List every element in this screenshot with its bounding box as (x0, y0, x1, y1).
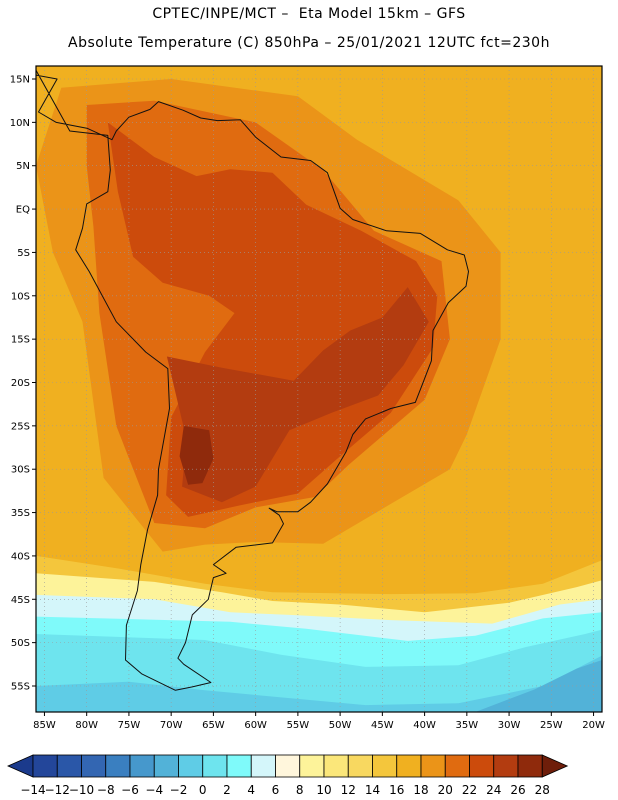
lon-label: 30W (498, 720, 521, 731)
temperature-band (179, 425, 214, 485)
map-title-line-1: CPTEC/INPE/MCT – Eta Model 15km – GFS (152, 6, 466, 22)
colorbar-swatch (469, 754, 495, 778)
coastline (36, 69, 469, 691)
colorbar-swatch (517, 754, 543, 778)
colorbar-max-arrow (541, 754, 569, 778)
lon-label: 20W (582, 720, 605, 731)
lat-label: 35S (11, 508, 30, 519)
colorbar-label: 4 (247, 783, 255, 797)
colorbar-swatch (396, 754, 422, 778)
colorbar-swatch (299, 754, 325, 778)
colorbar-label: −4 (145, 783, 163, 797)
map-frame (35, 65, 603, 713)
colorbar-label: 16 (389, 783, 404, 797)
latitude-axis: 15N 10N 5N EQ 5S 10S 15S 20S 25S 30S 35S 40S 45S 50S 5… (10, 75, 36, 692)
colorbar-label: −14 (20, 783, 45, 797)
colorbar-label: 2 (223, 783, 231, 797)
lon-label: 85W (33, 720, 56, 731)
colorbar-swatch (250, 754, 276, 778)
lon-label: 25W (540, 720, 563, 731)
lat-label: 30S (11, 465, 30, 476)
temperature-band (36, 655, 602, 712)
colorbar-label: −8 (97, 783, 115, 797)
colorbar-label: −12 (45, 783, 70, 797)
colorbar-swatch (347, 754, 373, 778)
lat-label: 15S (11, 335, 30, 346)
colorbar-label: 24 (486, 783, 501, 797)
lat-label: EQ (16, 205, 30, 216)
colorbar-swatch (420, 754, 446, 778)
lon-label: 45W (371, 720, 394, 731)
colorbar-swatch (202, 754, 228, 778)
colorbar-swatch (56, 754, 82, 778)
colorbar-swatch (444, 754, 470, 778)
colorbar-label: −6 (121, 783, 139, 797)
colorbar-label: 28 (535, 783, 550, 797)
continent-outline (36, 69, 469, 691)
lon-label: 55W (287, 720, 310, 731)
lon-label: 80W (75, 720, 98, 731)
map-title-line-2: Absolute Temperature (C) 850hPa – 25/01/… (68, 35, 550, 51)
colorbar-label: −10 (69, 783, 94, 797)
lon-label: 60W (244, 720, 267, 731)
lat-label: 55S (11, 681, 30, 692)
colorbar-swatch (178, 754, 204, 778)
lat-label: 45S (11, 595, 30, 606)
lon-label: 50W (329, 720, 352, 731)
colorbar-label: 10 (316, 783, 331, 797)
colorbar-swatch (372, 754, 398, 778)
colorbar-label: 8 (296, 783, 304, 797)
colorbar-swatch (323, 754, 349, 778)
lat-label: 40S (11, 551, 30, 562)
colorbar-label: 20 (438, 783, 453, 797)
lon-label: 65W (202, 720, 225, 731)
lat-label: 5S (17, 248, 30, 259)
colorbar-swatch (226, 754, 252, 778)
colorbar-label: 18 (413, 783, 428, 797)
colorbar-label: 14 (365, 783, 380, 797)
temperature-band (475, 660, 602, 712)
colorbar-label: 22 (462, 783, 477, 797)
lat-label: 10S (11, 291, 30, 302)
lon-label: 35W (456, 720, 479, 731)
temperature-field (36, 66, 602, 712)
lat-label: 50S (11, 638, 30, 649)
longitude-axis: 85W 80W 75W 70W 65W 60W 55W 50W 45W 40W 35W 30W 25W 2… (33, 712, 605, 731)
colorbar-swatch (493, 754, 519, 778)
colorbar-label: 6 (272, 783, 280, 797)
lon-label: 75W (118, 720, 141, 731)
lat-label: 20S (11, 378, 30, 389)
colorbar-label: −2 (170, 783, 188, 797)
colorbar-min-arrow (7, 754, 34, 778)
lat-label: 10N (10, 118, 30, 129)
colorbar-label: 26 (510, 783, 525, 797)
colorbar-label: 0 (199, 783, 207, 797)
colorbar-label: 12 (341, 783, 356, 797)
colorbar-swatch (275, 754, 301, 778)
lat-label: 25S (11, 421, 30, 432)
lon-label: 40W (413, 720, 436, 731)
lat-label: 15N (10, 75, 30, 86)
colorbar-swatch (32, 754, 58, 778)
lat-label: 5N (16, 161, 30, 172)
colorbar: −14−12−10 −8 −6 −4 −2 0 2 4 6 8 10 12 14 16 18 20 22 24 26… (7, 754, 569, 797)
lon-label: 70W (160, 720, 183, 731)
colorbar-swatch (81, 754, 107, 778)
colorbar-swatch (153, 754, 179, 778)
colorbar-swatch (129, 754, 155, 778)
colorbar-swatch (105, 754, 131, 778)
